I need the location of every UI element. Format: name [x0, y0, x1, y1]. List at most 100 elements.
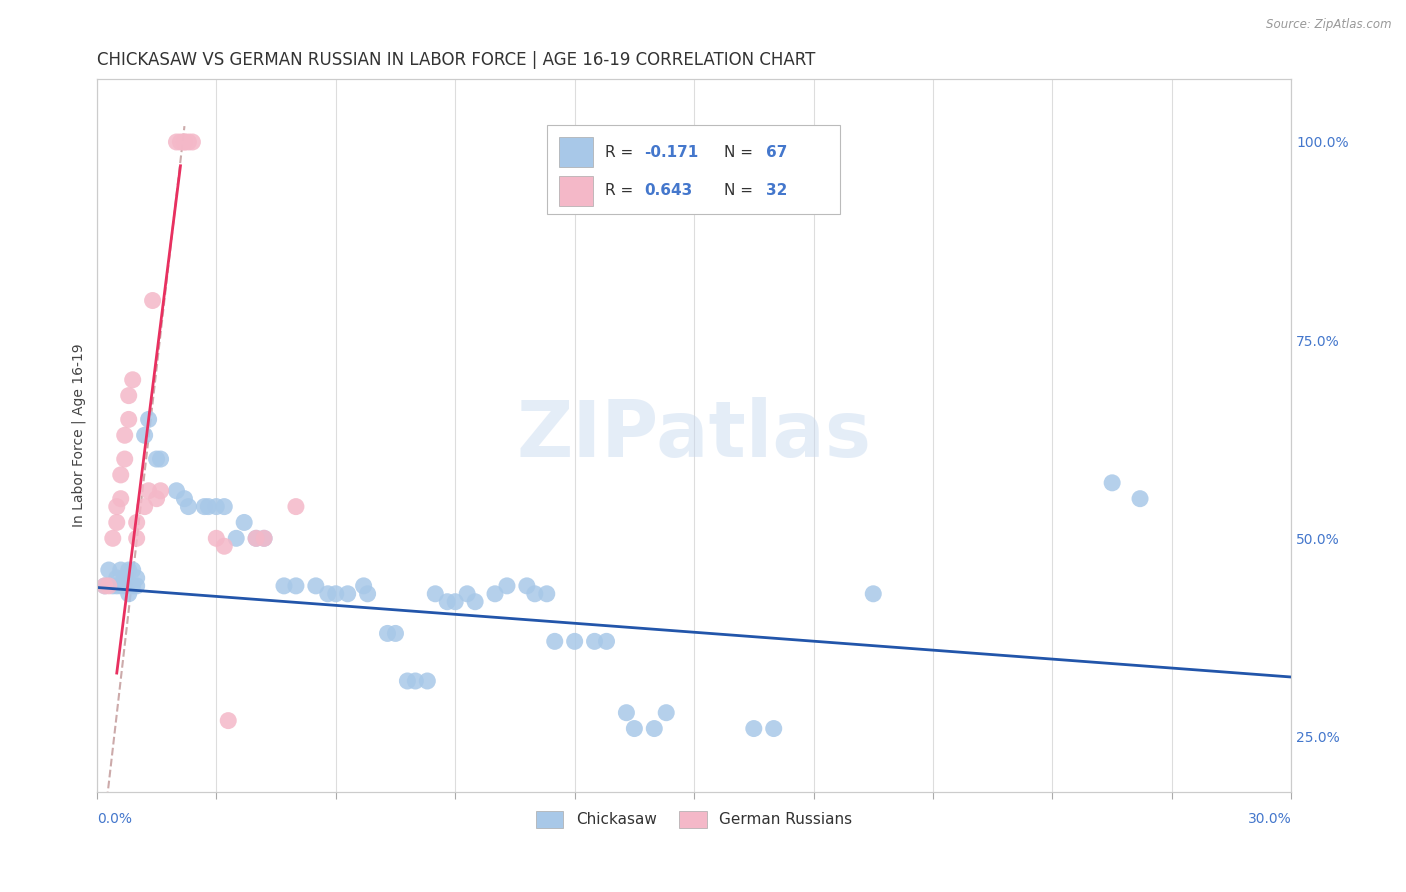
Point — [142, 293, 165, 308]
Text: R =: R = — [605, 145, 638, 160]
Text: Source: ZipAtlas.com: Source: ZipAtlas.com — [1267, 18, 1392, 31]
Point — [253, 531, 276, 545]
Point — [253, 531, 276, 545]
Text: ZIPatlas: ZIPatlas — [516, 397, 872, 474]
Point — [145, 491, 167, 506]
Point — [284, 500, 307, 514]
Point — [105, 516, 128, 530]
Point — [173, 491, 195, 506]
Point — [316, 587, 339, 601]
Point — [125, 516, 148, 530]
Point — [225, 531, 247, 545]
Point — [173, 135, 195, 149]
Bar — [560, 176, 592, 205]
Point — [217, 714, 239, 728]
Point — [377, 626, 399, 640]
Point — [595, 634, 617, 648]
Point — [444, 595, 467, 609]
Point — [464, 595, 486, 609]
Point — [125, 531, 148, 545]
Point — [134, 500, 156, 514]
Text: -0.171: -0.171 — [644, 145, 699, 160]
Point — [197, 500, 219, 514]
Point — [273, 579, 295, 593]
Text: 0.0%: 0.0% — [97, 812, 132, 826]
Point — [353, 579, 375, 593]
Text: 32: 32 — [766, 183, 787, 198]
Point — [114, 452, 136, 467]
Point — [125, 571, 148, 585]
Point — [742, 722, 765, 736]
Point — [703, 848, 725, 863]
Point — [138, 412, 160, 426]
Point — [110, 579, 132, 593]
Point — [643, 722, 665, 736]
Point — [245, 531, 267, 545]
Point — [105, 579, 128, 593]
Point — [169, 135, 191, 149]
Y-axis label: In Labor Force | Age 16-19: In Labor Force | Age 16-19 — [72, 343, 86, 527]
Point — [110, 491, 132, 506]
Point — [456, 587, 478, 601]
Point — [97, 563, 120, 577]
Point — [1129, 491, 1152, 506]
Point — [121, 579, 143, 593]
Point — [404, 673, 426, 688]
Point — [97, 579, 120, 593]
Text: 30.0%: 30.0% — [1247, 812, 1291, 826]
Point — [121, 563, 143, 577]
Text: CHICKASAW VS GERMAN RUSSIAN IN LABOR FORCE | AGE 16-19 CORRELATION CHART: CHICKASAW VS GERMAN RUSSIAN IN LABOR FOR… — [97, 51, 815, 69]
Text: N =: N = — [724, 145, 758, 160]
Point — [145, 452, 167, 467]
Point — [655, 706, 678, 720]
Text: 0.643: 0.643 — [644, 183, 692, 198]
Legend: Chickasaw, German Russians: Chickasaw, German Russians — [530, 805, 859, 834]
Bar — [560, 137, 592, 167]
Point — [583, 634, 606, 648]
Point — [233, 516, 256, 530]
Point — [862, 587, 884, 601]
Point — [118, 412, 141, 426]
Point — [523, 587, 546, 601]
Point — [425, 587, 447, 601]
Point — [138, 483, 160, 498]
Point — [105, 571, 128, 585]
Point — [544, 634, 567, 648]
Point — [114, 428, 136, 442]
Point — [105, 500, 128, 514]
Point — [336, 587, 359, 601]
Point — [214, 539, 236, 553]
Point — [149, 452, 172, 467]
Point — [245, 531, 267, 545]
Text: N =: N = — [724, 183, 758, 198]
Point — [101, 579, 124, 593]
FancyBboxPatch shape — [547, 125, 839, 214]
Point — [616, 706, 638, 720]
Point — [118, 563, 141, 577]
Point — [516, 579, 538, 593]
Point — [114, 579, 136, 593]
Point — [110, 467, 132, 482]
Point — [623, 722, 645, 736]
Point — [181, 135, 204, 149]
Point — [384, 626, 406, 640]
Point — [325, 587, 347, 601]
Point — [564, 634, 586, 648]
Point — [205, 531, 228, 545]
Point — [125, 579, 148, 593]
Point — [1101, 475, 1123, 490]
Text: R =: R = — [605, 183, 638, 198]
Point — [214, 500, 236, 514]
Point — [94, 579, 117, 593]
Point — [118, 587, 141, 601]
Point — [193, 500, 215, 514]
Point — [356, 587, 378, 601]
Point — [205, 500, 228, 514]
Point — [536, 587, 558, 601]
Point — [484, 587, 506, 601]
Point — [94, 579, 117, 593]
Point — [177, 135, 200, 149]
Point — [416, 673, 439, 688]
Point — [114, 571, 136, 585]
Point — [101, 531, 124, 545]
